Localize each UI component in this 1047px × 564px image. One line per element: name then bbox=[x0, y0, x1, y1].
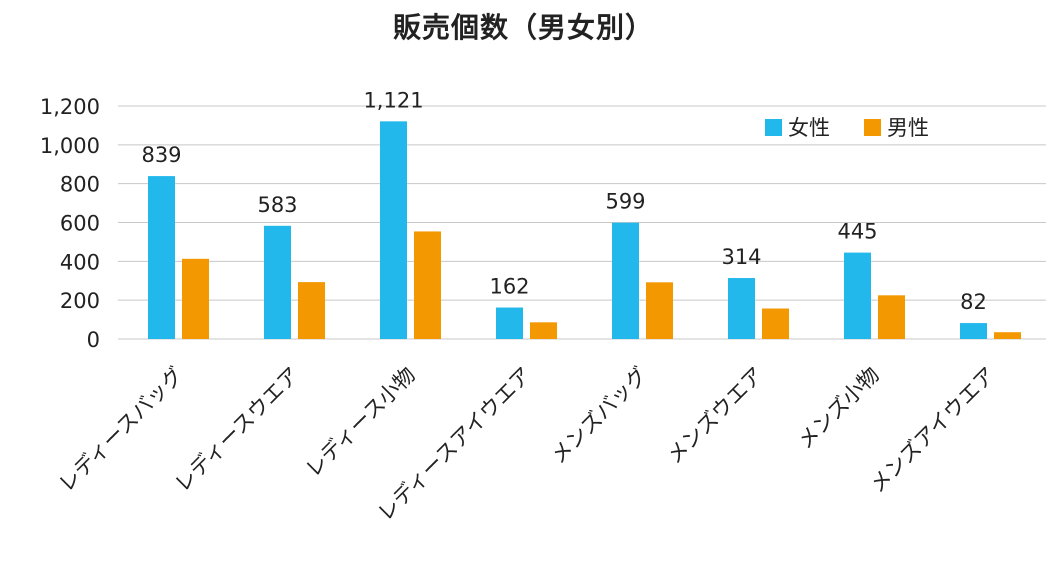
bar-male bbox=[994, 332, 1021, 339]
bar-female bbox=[728, 278, 755, 339]
legend-swatch-male bbox=[864, 118, 881, 136]
chart-legend: 女性 男性 bbox=[765, 112, 963, 142]
data-label: 599 bbox=[605, 190, 645, 214]
x-tick-label: メンズウエア bbox=[662, 363, 768, 469]
data-label: 445 bbox=[837, 220, 877, 244]
data-label: 583 bbox=[257, 193, 297, 217]
data-label: 314 bbox=[721, 245, 761, 269]
chart-title: 販売個数（男女別） bbox=[392, 11, 654, 44]
data-label: 1,121 bbox=[363, 88, 423, 112]
bar-female bbox=[844, 252, 871, 339]
bar-male bbox=[414, 231, 441, 339]
x-tick-label: レディース小物 bbox=[301, 363, 420, 482]
y-tick-label: 0 bbox=[87, 328, 100, 352]
bar-male bbox=[182, 258, 209, 339]
bar-female bbox=[380, 121, 407, 339]
bar-female bbox=[148, 176, 175, 339]
legend-item-female: 女性 bbox=[765, 112, 830, 142]
x-tick-label: レディースバッグ bbox=[54, 363, 188, 497]
data-label: 839 bbox=[141, 143, 181, 167]
legend-label-female: 女性 bbox=[788, 116, 830, 140]
x-tick-label: レディースウエア bbox=[170, 363, 304, 497]
legend-label-male: 男性 bbox=[887, 116, 929, 140]
bar-female bbox=[496, 307, 523, 339]
bar-male bbox=[530, 322, 557, 339]
x-tick-label: メンズ小物 bbox=[793, 363, 884, 454]
y-tick-label: 1,200 bbox=[40, 95, 100, 119]
y-tick-label: 400 bbox=[60, 250, 100, 274]
bar-male bbox=[646, 282, 673, 339]
bar-male bbox=[878, 295, 905, 339]
y-tick-label: 200 bbox=[60, 289, 100, 313]
data-label: 82 bbox=[960, 290, 987, 314]
legend-swatch-female bbox=[765, 118, 782, 136]
x-tick-label: メンズアイウエア bbox=[865, 363, 1000, 498]
bar-male bbox=[762, 308, 789, 339]
data-label: 162 bbox=[489, 275, 529, 299]
bar-female bbox=[960, 323, 987, 339]
bar-female bbox=[264, 225, 291, 339]
bar-female bbox=[612, 222, 639, 339]
y-tick-label: 600 bbox=[60, 212, 100, 236]
bar-male bbox=[298, 282, 325, 339]
y-tick-label: 1,000 bbox=[40, 134, 100, 158]
legend-item-male: 男性 bbox=[864, 112, 929, 142]
y-tick-label: 800 bbox=[60, 173, 100, 197]
x-tick-label: メンズバッグ bbox=[546, 363, 652, 469]
